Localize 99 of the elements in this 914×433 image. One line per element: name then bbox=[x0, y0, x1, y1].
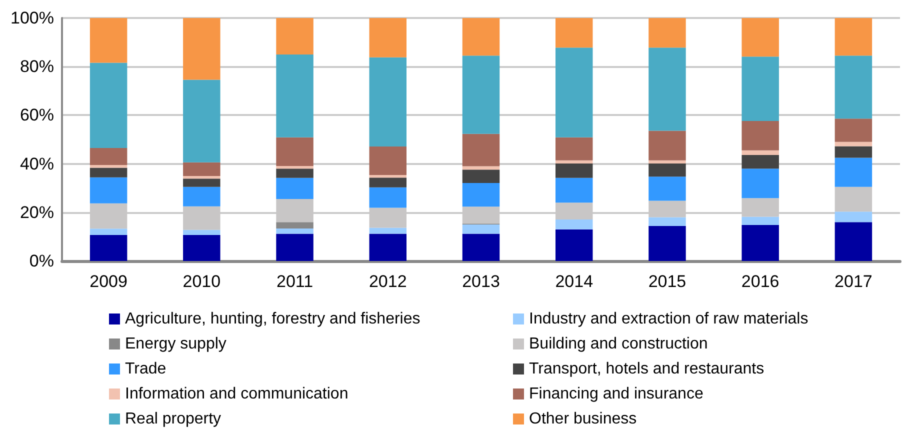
bar bbox=[648, 226, 686, 261]
x-tick-label: 2017 bbox=[834, 272, 872, 291]
bar bbox=[183, 230, 220, 235]
bar bbox=[462, 134, 500, 166]
legend-label: Building and construction bbox=[529, 336, 708, 352]
bar bbox=[183, 80, 220, 162]
legend-label: Agriculture, hunting, forestry and fisheries bbox=[125, 310, 420, 328]
bar bbox=[834, 158, 872, 187]
bar bbox=[834, 212, 872, 222]
bar bbox=[276, 137, 314, 166]
bar bbox=[742, 121, 779, 150]
bar bbox=[369, 178, 407, 188]
bar bbox=[555, 164, 593, 178]
y-tick-label: 80% bbox=[20, 57, 54, 76]
x-tick-label: 2011 bbox=[276, 272, 314, 291]
bar bbox=[555, 178, 593, 203]
y-tick-label: 100% bbox=[10, 8, 54, 28]
bar bbox=[648, 130, 686, 160]
bar bbox=[276, 222, 314, 228]
bar bbox=[648, 176, 686, 201]
bar bbox=[183, 178, 220, 187]
bar bbox=[183, 176, 220, 179]
bar bbox=[276, 234, 314, 261]
bar bbox=[648, 217, 686, 226]
bar bbox=[834, 142, 872, 146]
legend-label: Real property bbox=[125, 410, 222, 428]
bar bbox=[555, 219, 593, 230]
x-tick-label: 2014 bbox=[555, 272, 594, 291]
bar bbox=[462, 224, 500, 234]
bar bbox=[369, 187, 407, 208]
bar bbox=[183, 186, 220, 206]
bar bbox=[742, 216, 779, 226]
legend-label: Industry and extraction of raw materials bbox=[529, 310, 808, 328]
legend-label: Energy supply bbox=[125, 336, 226, 352]
x-tick-label: 2009 bbox=[90, 272, 128, 291]
bar bbox=[462, 18, 500, 56]
x-tick-label: 2016 bbox=[741, 272, 780, 291]
bar bbox=[742, 155, 779, 169]
bar bbox=[648, 164, 686, 177]
bar bbox=[834, 56, 872, 119]
x-tick-label: 2013 bbox=[462, 272, 500, 291]
bar bbox=[648, 160, 686, 164]
bar bbox=[742, 56, 779, 122]
bar bbox=[369, 234, 407, 261]
bar bbox=[369, 18, 407, 58]
y-tick-label: 60% bbox=[20, 106, 54, 125]
bar bbox=[555, 160, 593, 164]
bar bbox=[462, 56, 500, 134]
bar bbox=[90, 228, 128, 235]
y-tick-label: 40% bbox=[20, 154, 54, 174]
bar bbox=[276, 18, 314, 54]
bar bbox=[90, 18, 128, 63]
bar bbox=[183, 235, 220, 261]
bar bbox=[276, 228, 314, 234]
legend-label: Information and communication bbox=[125, 386, 348, 402]
x-tick-label: 2012 bbox=[368, 272, 407, 291]
bar bbox=[834, 222, 872, 261]
legend-label: Transport, hotels and restaurants bbox=[529, 360, 764, 378]
legend-label: Other business bbox=[529, 410, 637, 428]
bar bbox=[742, 168, 779, 198]
bar bbox=[276, 166, 314, 169]
bar bbox=[742, 18, 779, 57]
bar bbox=[462, 234, 500, 261]
bar bbox=[742, 225, 779, 261]
y-tick-label: 20% bbox=[20, 202, 54, 222]
bar bbox=[834, 118, 872, 142]
bar bbox=[183, 162, 220, 176]
bar bbox=[834, 186, 872, 212]
bar bbox=[90, 165, 128, 168]
bar bbox=[276, 54, 314, 138]
bar bbox=[555, 137, 593, 160]
legend-label: Trade bbox=[125, 360, 166, 378]
bar bbox=[834, 18, 872, 56]
bar bbox=[369, 174, 407, 178]
bar bbox=[369, 146, 407, 175]
bar bbox=[834, 146, 872, 158]
x-tick-label: 2010 bbox=[182, 272, 221, 291]
bar bbox=[369, 57, 407, 147]
y-tick-label: 0% bbox=[29, 252, 54, 270]
bar bbox=[276, 178, 314, 200]
bar bbox=[555, 229, 593, 261]
bar bbox=[90, 148, 128, 166]
bar bbox=[90, 62, 128, 148]
bar bbox=[462, 166, 500, 170]
x-tick-label: 2015 bbox=[648, 272, 686, 291]
bar bbox=[648, 18, 686, 48]
bar bbox=[90, 235, 128, 261]
bar bbox=[555, 18, 593, 48]
bar bbox=[742, 150, 779, 156]
bar bbox=[90, 177, 128, 204]
bar bbox=[183, 18, 220, 80]
bar bbox=[648, 48, 686, 131]
bar bbox=[369, 228, 407, 234]
bar bbox=[462, 182, 500, 207]
legend-label: Financing and insurance bbox=[529, 386, 704, 402]
bar bbox=[462, 170, 500, 183]
bar bbox=[555, 48, 593, 138]
bar bbox=[90, 168, 128, 178]
bar bbox=[276, 168, 314, 178]
